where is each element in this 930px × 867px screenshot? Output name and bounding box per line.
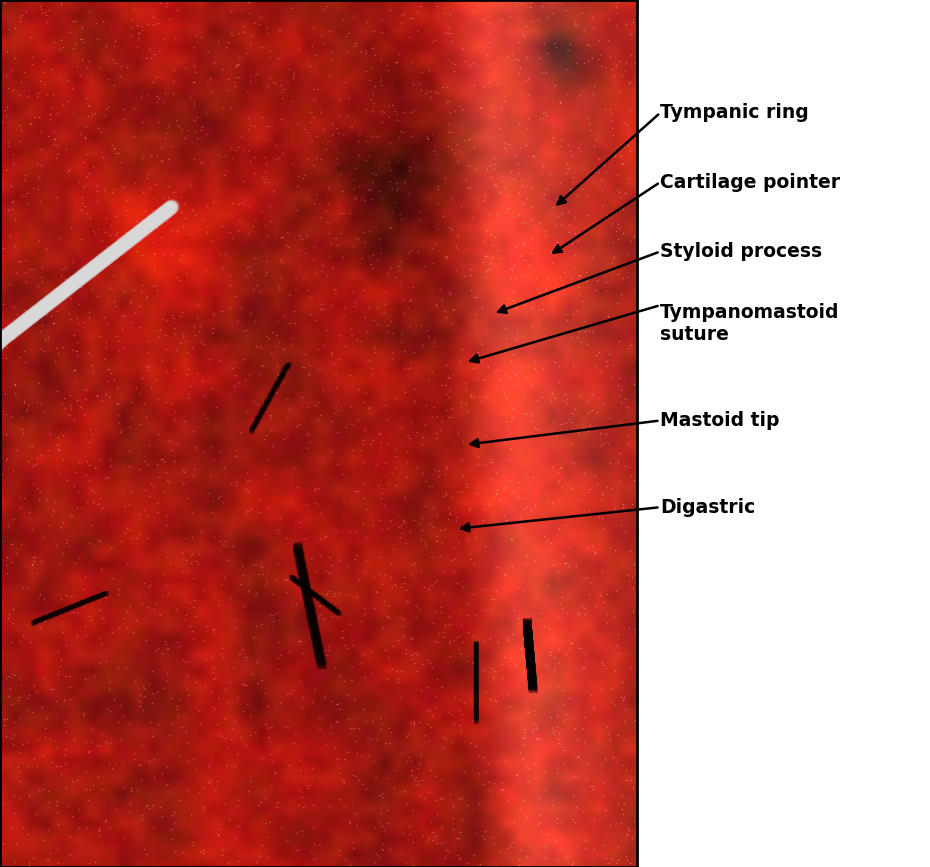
- Text: Mastoid tip: Mastoid tip: [660, 411, 779, 430]
- Text: Cartilage pointer: Cartilage pointer: [660, 173, 841, 192]
- Text: Digastric: Digastric: [660, 498, 755, 517]
- Text: Tympanomastoid
suture: Tympanomastoid suture: [660, 303, 840, 343]
- Text: Tympanic ring: Tympanic ring: [660, 103, 809, 122]
- Text: Styloid process: Styloid process: [660, 242, 822, 261]
